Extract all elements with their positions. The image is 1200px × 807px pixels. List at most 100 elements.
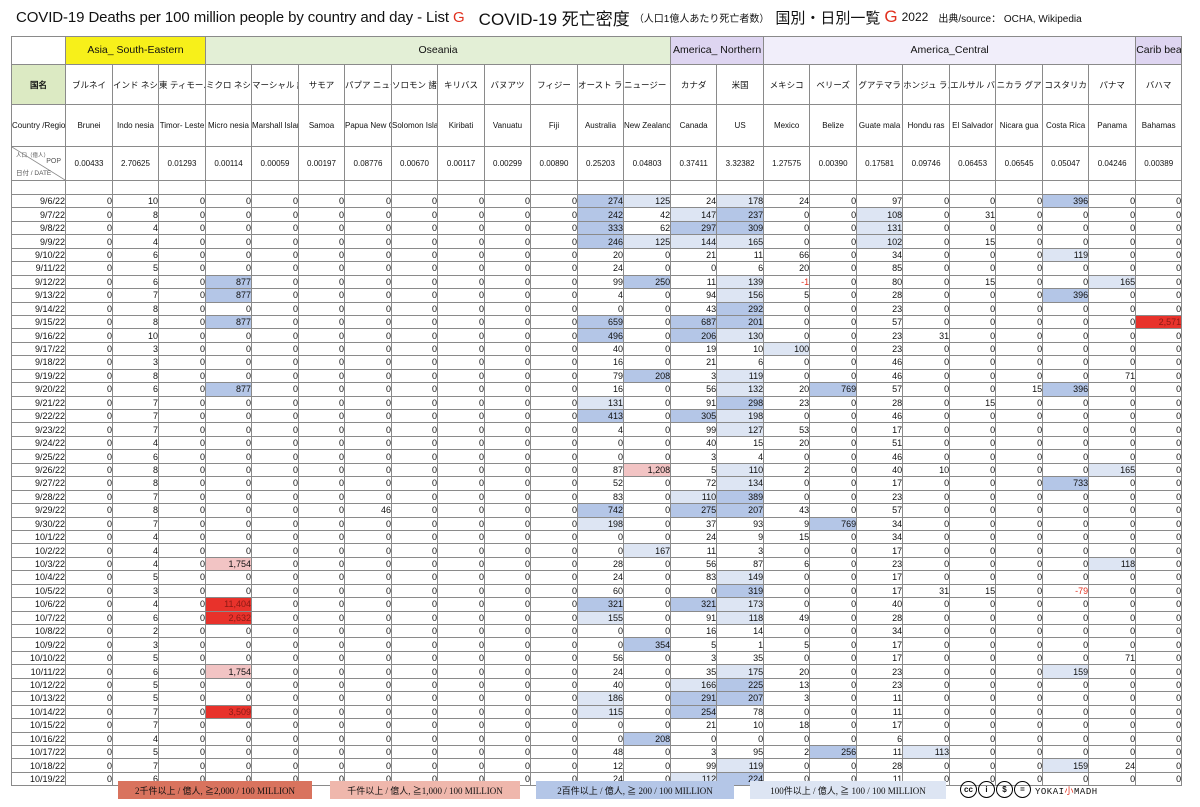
value-cell: 0 <box>345 410 392 423</box>
value-cell: 0 <box>903 705 950 718</box>
value-cell: 0 <box>66 383 113 396</box>
value-cell: 0 <box>1089 342 1136 355</box>
value-cell: 0 <box>996 732 1043 745</box>
value-cell: 0 <box>531 436 578 449</box>
value-cell: 0 <box>996 221 1043 234</box>
value-cell: 9 <box>717 530 764 543</box>
value-cell: 0 <box>252 732 299 745</box>
value-cell: 0 <box>392 530 438 543</box>
value-cell: 0 <box>1136 383 1182 396</box>
value-cell: 0 <box>624 315 671 328</box>
value-cell: 0 <box>485 584 531 597</box>
value-cell: 85 <box>857 262 903 275</box>
value-cell: 10 <box>903 463 950 476</box>
value-cell: 0 <box>438 611 485 624</box>
population-value: 3.32382 <box>717 147 764 181</box>
value-cell: 0 <box>485 262 531 275</box>
value-cell: 0 <box>1043 719 1089 732</box>
value-cell: 0 <box>299 625 345 638</box>
value-cell: 0 <box>159 584 206 597</box>
value-cell: 0 <box>159 665 206 678</box>
value-cell: 0 <box>159 705 206 718</box>
value-cell: 0 <box>392 423 438 436</box>
value-cell: 0 <box>624 651 671 664</box>
spacer-cell <box>950 181 996 195</box>
value-cell: 0 <box>392 315 438 328</box>
spacer-cell <box>764 181 810 195</box>
country-name-en: Costa Rica <box>1043 105 1089 147</box>
value-cell: 0 <box>438 759 485 772</box>
value-cell: 0 <box>1043 732 1089 745</box>
value-cell: 0 <box>903 410 950 423</box>
title-bar: COVID-19 Deaths per 100 million people b… <box>0 0 1200 34</box>
value-cell: 0 <box>1043 705 1089 718</box>
value-cell: 396 <box>1043 289 1089 302</box>
value-cell: 0 <box>810 423 857 436</box>
value-cell: 0 <box>996 625 1043 638</box>
value-cell: 0 <box>206 719 252 732</box>
value-cell: 275 <box>671 504 717 517</box>
country-name-en: Nicara gua <box>996 105 1043 147</box>
value-cell: 0 <box>485 611 531 624</box>
country-name-jp: フィジー <box>531 65 578 105</box>
value-cell: 0 <box>206 745 252 758</box>
value-cell: 0 <box>624 383 671 396</box>
value-cell: 0 <box>996 490 1043 503</box>
pop-label-top: 人口（億人） <box>16 151 49 159</box>
value-cell: 5 <box>671 463 717 476</box>
value-cell: 0 <box>66 732 113 745</box>
value-cell: 0 <box>345 584 392 597</box>
value-cell: 0 <box>903 235 950 248</box>
value-cell: 0 <box>392 410 438 423</box>
value-cell: 0 <box>950 463 996 476</box>
value-cell: 354 <box>624 638 671 651</box>
value-cell: 0 <box>810 490 857 503</box>
value-cell: 0 <box>485 423 531 436</box>
value-cell: 0 <box>810 195 857 208</box>
value-cell: 0 <box>438 705 485 718</box>
value-cell: 34 <box>857 625 903 638</box>
value-cell: 110 <box>671 490 717 503</box>
value-cell: 0 <box>392 611 438 624</box>
value-cell: 23 <box>857 665 903 678</box>
value-cell: 3 <box>671 450 717 463</box>
value-cell: 0 <box>903 678 950 691</box>
value-cell: 91 <box>671 611 717 624</box>
value-cell: 0 <box>810 665 857 678</box>
population-value: 1.27575 <box>764 147 810 181</box>
value-cell: 91 <box>671 396 717 409</box>
value-cell: 0 <box>66 342 113 355</box>
value-cell: 0 <box>392 651 438 664</box>
value-cell: 0 <box>1136 356 1182 369</box>
pop-label-mid: POP <box>46 158 61 165</box>
value-cell: 0 <box>624 584 671 597</box>
population-value: 2.70625 <box>113 147 159 181</box>
value-cell: 0 <box>624 611 671 624</box>
value-cell: 5 <box>113 571 159 584</box>
value-cell: 0 <box>624 705 671 718</box>
value-cell: 0 <box>1136 759 1182 772</box>
value-cell: 0 <box>1043 329 1089 342</box>
value-cell: 166 <box>671 678 717 691</box>
value-cell: 0 <box>671 262 717 275</box>
value-cell: 0 <box>531 678 578 691</box>
country-name-en: Brunei <box>66 105 113 147</box>
value-cell: 0 <box>1136 530 1182 543</box>
value-cell: 0 <box>950 262 996 275</box>
value-cell: 40 <box>857 463 903 476</box>
value-cell: 125 <box>624 195 671 208</box>
value-cell: 0 <box>299 329 345 342</box>
value-cell: 0 <box>531 611 578 624</box>
spacer-cell <box>1136 181 1182 195</box>
value-cell: 0 <box>1136 208 1182 221</box>
value-cell: 0 <box>159 692 206 705</box>
deaths-table: Asia_ South-Eastern Oseania America_ North… <box>11 36 1182 786</box>
country-name-en: Belize <box>810 105 857 147</box>
value-cell: 0 <box>392 544 438 557</box>
spacer-cell <box>159 181 206 195</box>
date-cell: 9/10/22 <box>12 248 66 261</box>
value-cell: 274 <box>578 195 624 208</box>
title-list-letter: G <box>453 9 465 26</box>
value-cell: 0 <box>206 463 252 476</box>
